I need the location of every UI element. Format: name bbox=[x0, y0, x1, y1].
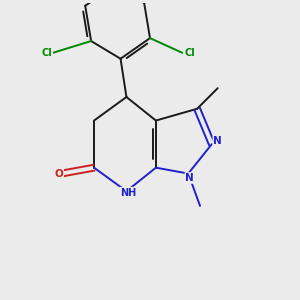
Text: NH: NH bbox=[120, 188, 136, 198]
Text: Cl: Cl bbox=[184, 48, 195, 58]
Text: Cl: Cl bbox=[42, 48, 52, 58]
Text: N: N bbox=[213, 136, 222, 146]
Text: O: O bbox=[54, 169, 63, 178]
Text: N: N bbox=[185, 173, 194, 183]
